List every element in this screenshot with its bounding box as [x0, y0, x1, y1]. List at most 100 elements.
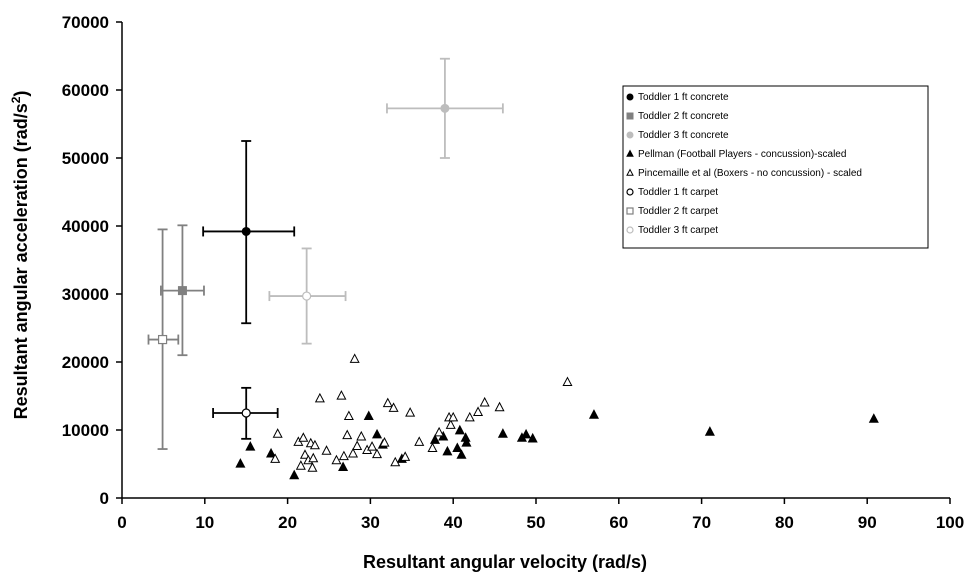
- data-point: [352, 440, 363, 450]
- x-tick-label: 60: [609, 513, 628, 532]
- data-points: [157, 103, 879, 480]
- data-point: [338, 450, 349, 461]
- y-axis-title: Resultant angular acceleration (rad/s2): [9, 91, 31, 420]
- data-point: [299, 449, 311, 459]
- y-tick-label: 70000: [62, 13, 109, 32]
- y-tick-label: 50000: [62, 149, 109, 168]
- data-point: [295, 460, 306, 470]
- data-point: [356, 430, 367, 441]
- data-point: [388, 402, 399, 412]
- data-point: [497, 428, 508, 438]
- data-point: [336, 390, 347, 400]
- tick-labels: 0 10 20 30 40 50 60 70 80 90 100 0 10000 20000 30000 40…: [62, 13, 964, 532]
- y-tick-label: 0: [100, 489, 109, 508]
- legend-entry-label: Toddler 2 ft carpet: [638, 206, 718, 217]
- legend-box: [622, 85, 929, 249]
- data-point: [494, 401, 505, 412]
- legend-marker: [626, 112, 634, 120]
- data-point: [367, 441, 378, 451]
- data-point: [309, 439, 320, 450]
- data-point: [479, 396, 490, 407]
- legend-entry-label: Pellman (Football Players - concussion)-…: [638, 149, 846, 160]
- x-tick-label: 100: [936, 513, 964, 532]
- legend-marker: [626, 226, 634, 234]
- data-point: [562, 376, 573, 387]
- data-point: [434, 426, 445, 437]
- data-point: [342, 429, 353, 440]
- data-point: [157, 334, 168, 345]
- x-tick-label: 70: [692, 513, 711, 532]
- data-point: [442, 445, 453, 456]
- data-point: [379, 437, 390, 447]
- data-point: [245, 441, 256, 451]
- data-point: [445, 419, 456, 429]
- data-point: [429, 434, 441, 444]
- data-point: [868, 413, 879, 423]
- data-point: [241, 226, 251, 236]
- y-axis-title-superscript: 2: [9, 96, 23, 103]
- legend-marker: [626, 93, 634, 101]
- data-point: [527, 432, 538, 443]
- legend-marker: [626, 149, 634, 157]
- data-point: [235, 458, 246, 468]
- legend: Toddler 1 ft concrete Toddler 2 ft concre…: [622, 85, 929, 249]
- data-point: [521, 428, 532, 439]
- y-axis-title-main: Resultant angular acceleration (rad/s: [11, 103, 31, 419]
- x-tick-label: 0: [117, 513, 126, 532]
- legend-entry-label: Toddler 1 ft carpet: [638, 187, 718, 198]
- data-point: [452, 442, 463, 453]
- data-point: [347, 447, 359, 458]
- legend-entry-label: Toddler 2 ft concrete: [638, 111, 729, 122]
- data-point: [414, 436, 425, 446]
- data-point: [371, 448, 383, 459]
- legend-entry-label: Toddler 3 ft concrete: [638, 130, 729, 141]
- y-tick-label: 40000: [62, 217, 109, 236]
- data-point: [405, 407, 416, 417]
- data-point: [289, 469, 300, 480]
- data-point: [390, 456, 401, 467]
- x-tick-label: 20: [278, 513, 297, 532]
- data-point: [448, 411, 459, 422]
- axes: [116, 21, 951, 504]
- data-point: [400, 451, 411, 461]
- y-tick-label: 20000: [62, 353, 109, 372]
- data-point: [371, 428, 383, 439]
- data-point: [363, 410, 374, 421]
- legend-marker: [626, 131, 634, 139]
- data-point: [270, 453, 281, 463]
- x-axis-title: Resultant angular velocity (rad/s): [363, 552, 647, 572]
- data-point: [298, 432, 309, 442]
- y-tick-label: 10000: [62, 421, 109, 440]
- data-point: [473, 406, 484, 416]
- data-point: [461, 437, 472, 447]
- data-point: [427, 442, 438, 453]
- x-tick-label: 50: [527, 513, 546, 532]
- legend-entry-label: Toddler 3 ft carpet: [638, 225, 718, 236]
- x-tick-label: 30: [361, 513, 380, 532]
- data-point: [588, 409, 599, 419]
- data-point: [272, 428, 283, 438]
- data-point: [321, 445, 332, 455]
- data-point: [338, 461, 349, 472]
- data-point: [456, 449, 467, 459]
- x-tick-label: 10: [195, 513, 214, 532]
- x-tick-label: 80: [775, 513, 794, 532]
- x-tick-label: 90: [858, 513, 877, 532]
- data-point: [307, 462, 318, 472]
- data-point: [464, 411, 475, 422]
- data-point: [349, 353, 360, 363]
- data-point: [440, 103, 450, 113]
- legend-marker: [626, 168, 634, 176]
- data-point: [314, 392, 325, 403]
- y-axis-title-end: ): [11, 91, 31, 97]
- legend-marker: [626, 207, 634, 215]
- legend-entry-label: Toddler 1 ft concrete: [638, 92, 729, 103]
- error-bars: [147, 57, 504, 450]
- legend-entry-label: Pincemaille et al (Boxers - no concussio…: [638, 168, 862, 179]
- data-point: [343, 410, 354, 421]
- x-tick-label: 40: [444, 513, 463, 532]
- data-point: [302, 291, 312, 301]
- y-tick-label: 30000: [62, 285, 109, 304]
- data-point: [241, 408, 251, 418]
